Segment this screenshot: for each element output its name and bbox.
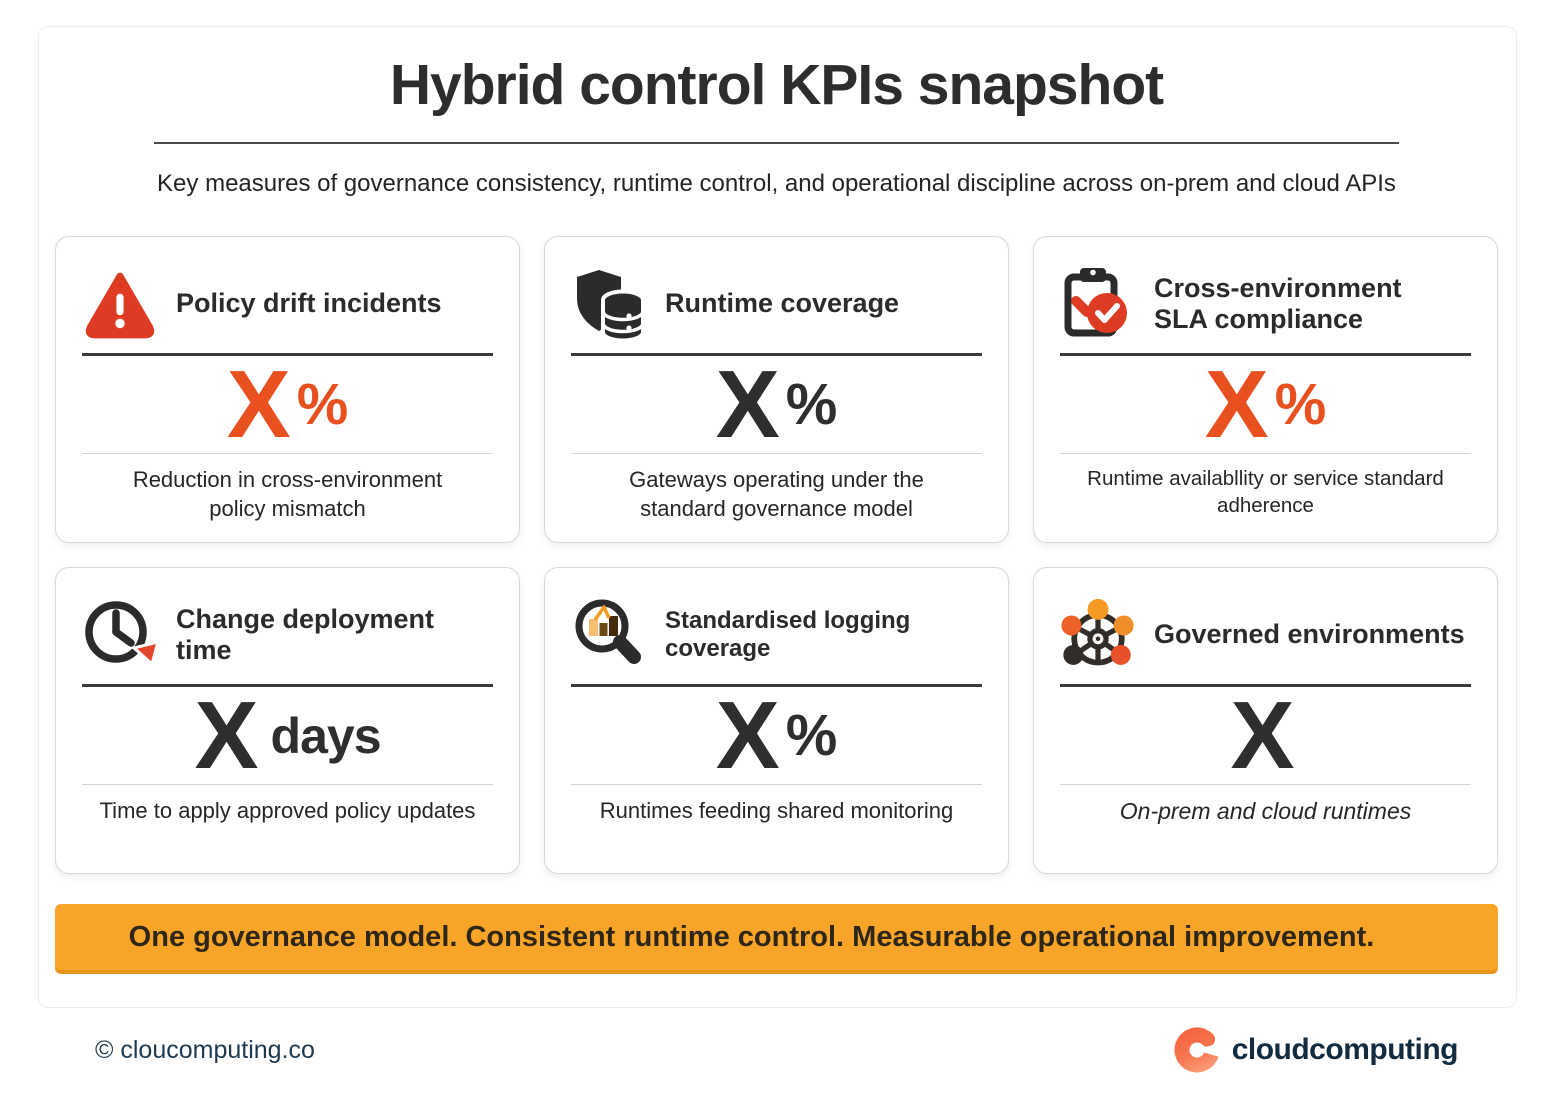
card-title: Runtime coverage — [665, 288, 900, 319]
copyright-text: © cloucomputing.co — [95, 1035, 315, 1064]
card-sla-compliance: Cross-environment SLA compliance X% Runt… — [1033, 236, 1498, 543]
kpi-value: X — [1060, 687, 1471, 784]
shield-database-icon — [571, 264, 647, 344]
card-description: Gateways operating under the standard go… — [629, 467, 924, 521]
header: Hybrid control KPIs snapshot Key measure… — [0, 0, 1553, 198]
card-head: Runtime coverage — [571, 261, 982, 347]
card-head: Governed environments — [1060, 592, 1471, 678]
kpi-unit: % — [785, 372, 838, 437]
footer: © cloucomputing.co cloudcomputing — [95, 1022, 1459, 1078]
card-divider-dark — [1060, 353, 1471, 356]
card-head: Standardised logging coverage — [571, 592, 982, 678]
card-divider-light — [1060, 784, 1471, 785]
card-divider-light — [82, 784, 493, 785]
kpi-number: X — [226, 350, 291, 458]
card-policy-drift: Policy drift incidents X% Reduction in c… — [55, 236, 520, 543]
kpi-unit: days — [270, 707, 382, 764]
network-hub-icon — [1060, 595, 1136, 675]
card-head: Policy drift incidents — [82, 261, 493, 347]
card-divider-light — [1060, 453, 1471, 454]
kpi-value: X% — [82, 356, 493, 453]
card-divider-dark — [571, 684, 982, 687]
warning-icon — [82, 264, 158, 344]
card-description: Reduction in cross-environment policy mi… — [132, 467, 443, 521]
summary-banner-text: One governance model. Consistent runtime… — [128, 920, 1375, 953]
clock-arrow-icon — [82, 595, 158, 675]
kpi-unit: % — [1274, 372, 1327, 437]
card-governed-environments: Governed environments X On-prem and clou… — [1033, 567, 1498, 874]
card-head: Change deployment time — [82, 592, 493, 678]
brand-name: cloudcomputing — [1231, 1033, 1459, 1066]
card-title: Governed environments — [1154, 619, 1465, 650]
card-divider-dark — [571, 353, 982, 356]
kpi-value: X% — [571, 687, 982, 784]
title-divider — [154, 142, 1399, 144]
summary-banner: One governance model. Consistent runtime… — [55, 904, 1498, 974]
card-description: On-prem and cloud runtimes — [1119, 798, 1412, 824]
magnifier-chart-icon — [571, 595, 647, 675]
kpi-number: X — [1204, 350, 1269, 458]
card-divider-dark — [1060, 684, 1471, 687]
card-divider-light — [571, 453, 982, 454]
card-description: Runtime availabllity or service standard… — [1087, 467, 1444, 517]
kpi-value: X% — [571, 356, 982, 453]
kpi-unit: % — [785, 703, 838, 768]
page-title: Hybrid control KPIs snapshot — [389, 53, 1164, 117]
kpi-value: X% — [1060, 356, 1471, 453]
card-logging-coverage: Standardised logging coverage X% Runtime… — [544, 567, 1009, 874]
kpi-unit: % — [296, 372, 349, 437]
card-runtime-coverage: Runtime coverage X% Gateways operating u… — [544, 236, 1009, 543]
card-title: Change deployment time — [176, 603, 435, 665]
brand-logo: cloudcomputing — [1174, 1027, 1459, 1073]
card-description: Time to apply approved policy updates — [99, 798, 476, 823]
kpi-number: X — [715, 681, 780, 789]
card-title: Standardised logging coverage — [665, 607, 911, 662]
card-title: Policy drift incidents — [176, 288, 442, 319]
brand-c-icon — [1174, 1027, 1220, 1073]
card-divider-light — [571, 784, 982, 785]
card-description: Runtimes feeding shared monitoring — [599, 798, 954, 823]
card-divider-dark — [82, 684, 493, 687]
kpi-number: X — [715, 350, 780, 458]
kpi-number: X — [194, 681, 259, 789]
card-title: Cross-environment SLA compliance — [1154, 272, 1402, 334]
card-divider-dark — [82, 353, 493, 356]
card-head: Cross-environment SLA compliance — [1060, 261, 1471, 347]
card-divider-light — [82, 453, 493, 454]
clipboard-check-icon — [1060, 264, 1136, 344]
page-subtitle: Key measures of governance consistency, … — [157, 170, 1396, 197]
kpi-number: X — [1230, 681, 1294, 789]
kpi-grid: Policy drift incidents X% Reduction in c… — [55, 236, 1498, 874]
